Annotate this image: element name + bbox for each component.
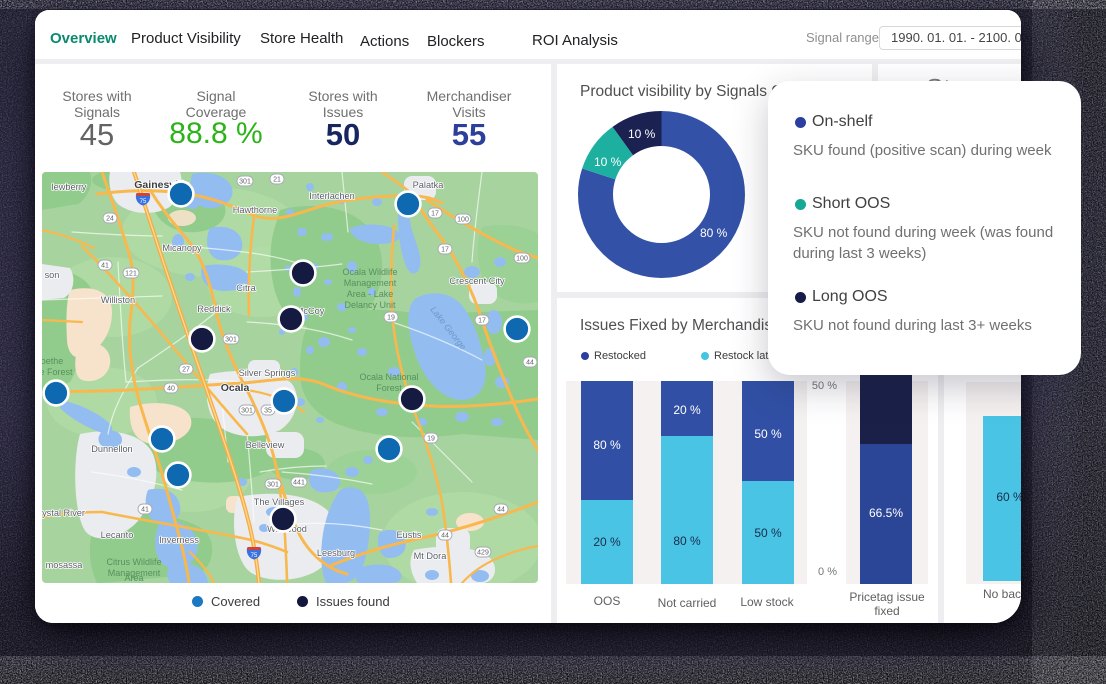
svg-text:44: 44 [497,507,505,514]
svg-text:301: 301 [241,408,253,415]
svg-text:40: 40 [167,386,175,393]
svg-text:e Forest: e Forest [42,367,73,377]
svg-text:Crescent City: Crescent City [449,276,505,286]
svg-text:Citrus Wildlife: Citrus Wildlife [106,557,161,567]
svg-text:17: 17 [431,211,439,218]
svg-text:41: 41 [101,263,109,270]
svg-text:100: 100 [457,217,469,224]
svg-text:75: 75 [140,199,147,205]
svg-text:Management: Management [108,568,161,578]
svg-text:oethe: oethe [42,356,63,366]
svg-text:17: 17 [441,247,449,254]
svg-text:rystal River: rystal River [42,508,85,518]
svg-text:McCoy: McCoy [296,306,325,316]
svg-text:121: 121 [125,271,137,278]
svg-text:lewberry: lewberry [52,182,87,192]
svg-text:Ocala National: Ocala National [359,372,418,382]
svg-text:Mt Dora: Mt Dora [414,551,448,561]
svg-text:Area: Area [124,573,143,583]
svg-text:75: 75 [251,553,258,559]
svg-text:41: 41 [141,507,149,514]
svg-text:44: 44 [441,533,449,540]
svg-text:Interlachen: Interlachen [309,191,354,201]
svg-text:Ocala: Ocala [221,382,250,394]
svg-text:Citra: Citra [236,283,256,293]
svg-text:441: 441 [293,480,305,487]
svg-text:Delancy Unit: Delancy Unit [344,300,396,310]
svg-text:Management: Management [344,278,397,288]
svg-text:21: 21 [273,177,281,184]
svg-text:Palatka: Palatka [413,180,445,190]
svg-text:Micanopy: Micanopy [162,243,202,253]
svg-text:The Villages: The Villages [254,497,305,507]
svg-text:son: son [45,270,60,280]
svg-text:mosassa: mosassa [46,560,84,570]
svg-text:Belleview: Belleview [246,440,285,450]
svg-text:301: 301 [225,337,237,344]
svg-text:Inverness: Inverness [159,535,199,545]
svg-text:Leesburg: Leesburg [317,548,355,558]
svg-text:429: 429 [477,550,489,557]
svg-text:Area - Lake: Area - Lake [347,289,394,299]
svg-text:Silver Springs: Silver Springs [239,368,296,378]
svg-text:24: 24 [106,216,114,223]
svg-text:35: 35 [264,408,272,415]
svg-text:Forest: Forest [376,383,402,393]
svg-text:100: 100 [516,256,528,263]
svg-text:Eustis: Eustis [396,530,421,540]
svg-text:301: 301 [239,179,251,186]
svg-text:19: 19 [387,315,395,322]
svg-text:Ocala Wildlife: Ocala Wildlife [342,267,397,277]
svg-text:Dunnellon: Dunnellon [91,444,132,454]
svg-text:17: 17 [478,318,486,325]
svg-text:19: 19 [427,436,435,443]
svg-text:27: 27 [182,367,190,374]
svg-text:Lecanto: Lecanto [101,530,134,540]
svg-text:Hawthorne: Hawthorne [233,205,277,215]
svg-text:Williston: Williston [101,295,135,305]
svg-text:301: 301 [267,482,279,489]
svg-text:44: 44 [526,360,534,367]
svg-text:Reddick: Reddick [197,304,231,314]
